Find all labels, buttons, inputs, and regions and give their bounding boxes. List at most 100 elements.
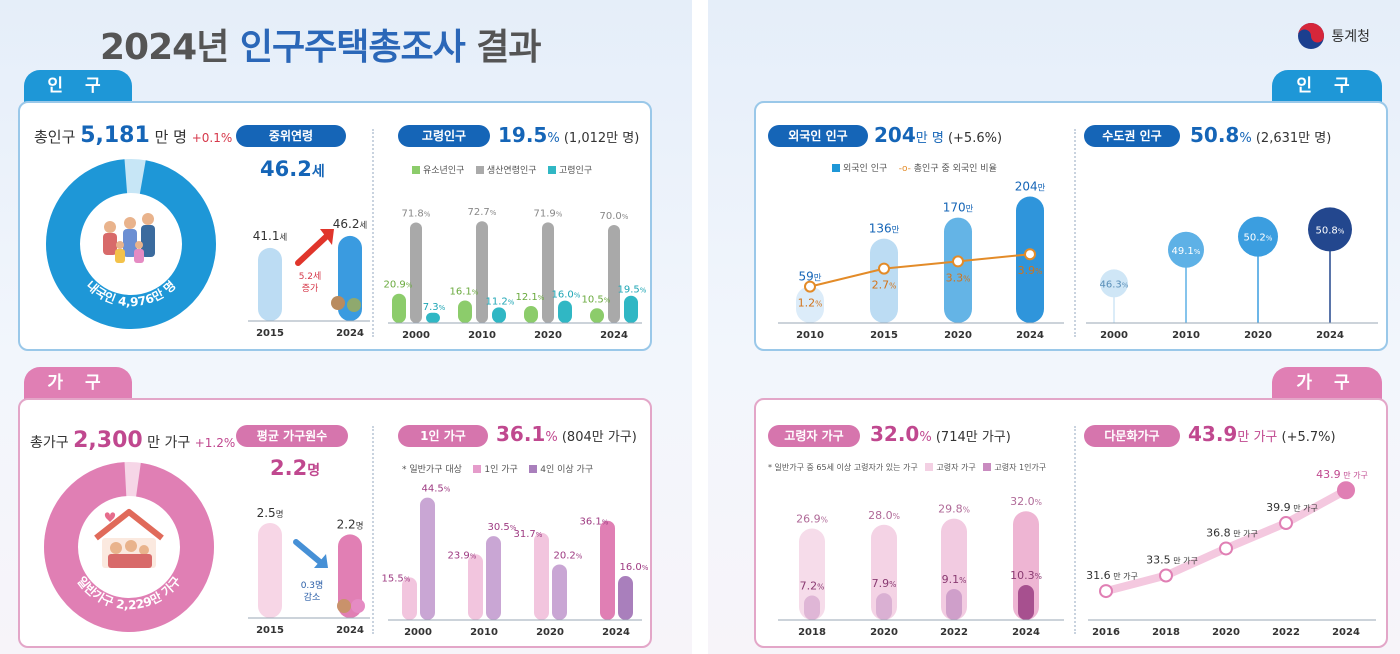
elderly-hh-bar-2018 <box>799 528 825 620</box>
increase-arrow-icon <box>295 232 331 266</box>
alone-bar-2020 <box>876 593 892 620</box>
median-bar-2015 <box>258 247 282 321</box>
x-tick-2020: 2020 <box>1212 627 1240 638</box>
elderly-hh-value-2022: 29.8% <box>938 503 970 516</box>
x-tick-2015: 2015 <box>256 328 284 339</box>
youth-value-2024: 10.5% <box>582 294 611 305</box>
foreign-ratio-point-2024 <box>1024 248 1036 261</box>
x-tick-2024: 2024 <box>602 627 630 638</box>
capital-value-2020: 50.2% <box>1244 233 1273 244</box>
one-value-2020: 31.7% <box>514 529 543 540</box>
single-legend: * 일반가구 대상 1인 가구 4인 이상 가구 <box>402 465 594 475</box>
avgsize-bar-2024 <box>338 534 362 618</box>
median-value-2024: 46.2세 <box>333 217 367 231</box>
foreign-count-2024: 204만 <box>1015 180 1046 194</box>
x-tick-2018: 2018 <box>798 627 826 638</box>
elderly-chart: 20.9% 71.8% 7.3% 16.1% 72.7% 11.2% 12.1% 71.9% 1… <box>384 207 647 341</box>
taegeuk-icon <box>1298 23 1325 49</box>
one-value-2000: 15.5% <box>382 573 411 584</box>
four-bar-2024 <box>618 576 633 620</box>
agency-logo[interactable]: 통계청 <box>1297 22 1370 50</box>
avg-size-label: 평균 가구원수 <box>236 425 348 447</box>
foreign-ratio-point-2015 <box>878 262 890 275</box>
old-bar-2024 <box>624 295 638 323</box>
old-value-2010: 11.2% <box>486 296 515 307</box>
working-value-2020: 71.9% <box>534 208 563 219</box>
foreign-ratio-point-2020 <box>952 255 964 268</box>
x-tick-2015: 2015 <box>256 625 284 636</box>
avgsize-value-2015: 2.5명 <box>257 506 284 520</box>
avgsize-decrease-word: 감소 <box>304 591 321 603</box>
multicultural-point-2016 <box>1099 584 1113 599</box>
alone-value-2022: 9.1% <box>942 573 967 586</box>
working-value-2010: 72.7% <box>468 207 497 218</box>
foreign-ratio-2010: 1.2% <box>798 297 823 310</box>
house-illustration-icon <box>94 509 164 568</box>
capital-bubble-2020 <box>1238 216 1278 257</box>
main-title: 2024년 인구주택총조사 결과 <box>100 27 542 68</box>
x-tick-2024: 2024 <box>336 625 364 636</box>
capital-bubble-2010 <box>1168 231 1204 268</box>
median-age-label: 중위연령 <box>236 125 346 147</box>
old-value-2000: 7.3% <box>423 302 446 313</box>
couple-icon <box>337 599 351 613</box>
tab-household[interactable]: 가 구 <box>24 367 132 399</box>
elderly-label: 고령인구 <box>398 125 490 147</box>
foreign-ratio-2024: 3.9% <box>1018 264 1043 277</box>
capital-bubble-2024 <box>1308 207 1352 252</box>
household-donut: 일반가구 2,229만 가구 <box>44 462 214 632</box>
capital-bubble-2000 <box>1100 269 1128 298</box>
median-increase-word: 증가 <box>302 283 319 294</box>
household-panel-right: 고령자 가구 32.0% (714만 가구) * 일반가구 중 65세 이상 고… <box>754 398 1388 648</box>
working-value-2000: 71.8% <box>402 208 431 219</box>
multicultural-chart: 31.6 만 가구 33.5 만 가구 36.8 만 가구 39.9 만 가구 43.9… <box>1086 468 1376 638</box>
four-bar-2010 <box>486 536 501 620</box>
avgsize-decrease: 0.3명 <box>301 580 324 591</box>
avgsize-bar-2015 <box>258 523 282 618</box>
elderly-person-icon <box>347 298 361 312</box>
one-bar-2010 <box>468 554 483 620</box>
single-headline: 36.1% (804만 가구) <box>496 422 637 446</box>
elderly-hh-bar-2020 <box>871 524 897 620</box>
left-page: 2024년 인구주택총조사 결과 인 구 총인구 5,181 만 명 +0.1%… <box>0 0 692 654</box>
youth-bar-2010 <box>458 300 472 323</box>
one-bar-2024 <box>600 520 615 620</box>
decrease-arrow-icon <box>293 539 323 565</box>
alone-bar-2024 <box>1018 584 1034 620</box>
capital-chart: 46.3% 49.1% 50.2% 50.8% 2000 2010 2020 2024 <box>1086 207 1378 341</box>
legend-one: 1인 가구 <box>473 465 518 475</box>
working-bar-2024 <box>608 225 620 323</box>
tab-population[interactable]: 인 구 <box>24 70 132 102</box>
x-tick-2010: 2010 <box>1172 330 1200 341</box>
family-illustration-icon <box>103 213 155 263</box>
working-bar-2000 <box>410 222 422 323</box>
foreign-bar-2015 <box>870 238 898 323</box>
x-tick-2010: 2010 <box>796 330 824 341</box>
tab-household-right[interactable]: 가 구 <box>1272 367 1382 399</box>
four-bar-2020 <box>552 564 567 620</box>
total-population: 총인구 5,181 만 명 +0.1% <box>34 123 233 148</box>
x-tick-2010: 2010 <box>470 627 498 638</box>
alone-bar-2018 <box>804 595 820 620</box>
x-tick-2010: 2010 <box>468 330 496 341</box>
elderly-hh-label: 고령자 가구 <box>768 425 860 447</box>
increase-arrowhead-icon <box>320 229 334 245</box>
legend-working: 생산연령인구 <box>475 166 537 176</box>
x-tick-2024: 2024 <box>1012 627 1040 638</box>
capital-value-2000: 46.3% <box>1100 279 1129 290</box>
household-panel: 총가구 2,300 만 가구 +1.2% 일반가구 2,229만 가구 평균 가… <box>18 398 652 648</box>
x-tick-2000: 2000 <box>402 330 430 341</box>
tab-population-right[interactable]: 인 구 <box>1272 70 1382 102</box>
x-tick-2020: 2020 <box>534 330 562 341</box>
foreign-label: 외국인 인구 <box>768 125 868 147</box>
legend-youth: 유소년인구 <box>412 166 464 176</box>
foreign-ratio-2020: 3.3% <box>946 271 971 284</box>
foreign-bar-2020 <box>944 217 972 323</box>
x-tick-2020: 2020 <box>870 627 898 638</box>
foreign-headline: 204만 명 (+5.6%) <box>874 123 1003 147</box>
legend-old: 고령인구 <box>548 166 592 176</box>
total-households: 총가구 2,300 만 가구 +1.2% <box>30 428 236 453</box>
x-tick-2024: 2024 <box>600 330 628 341</box>
capital-headline: 50.8% (2,631만 명) <box>1190 123 1332 147</box>
